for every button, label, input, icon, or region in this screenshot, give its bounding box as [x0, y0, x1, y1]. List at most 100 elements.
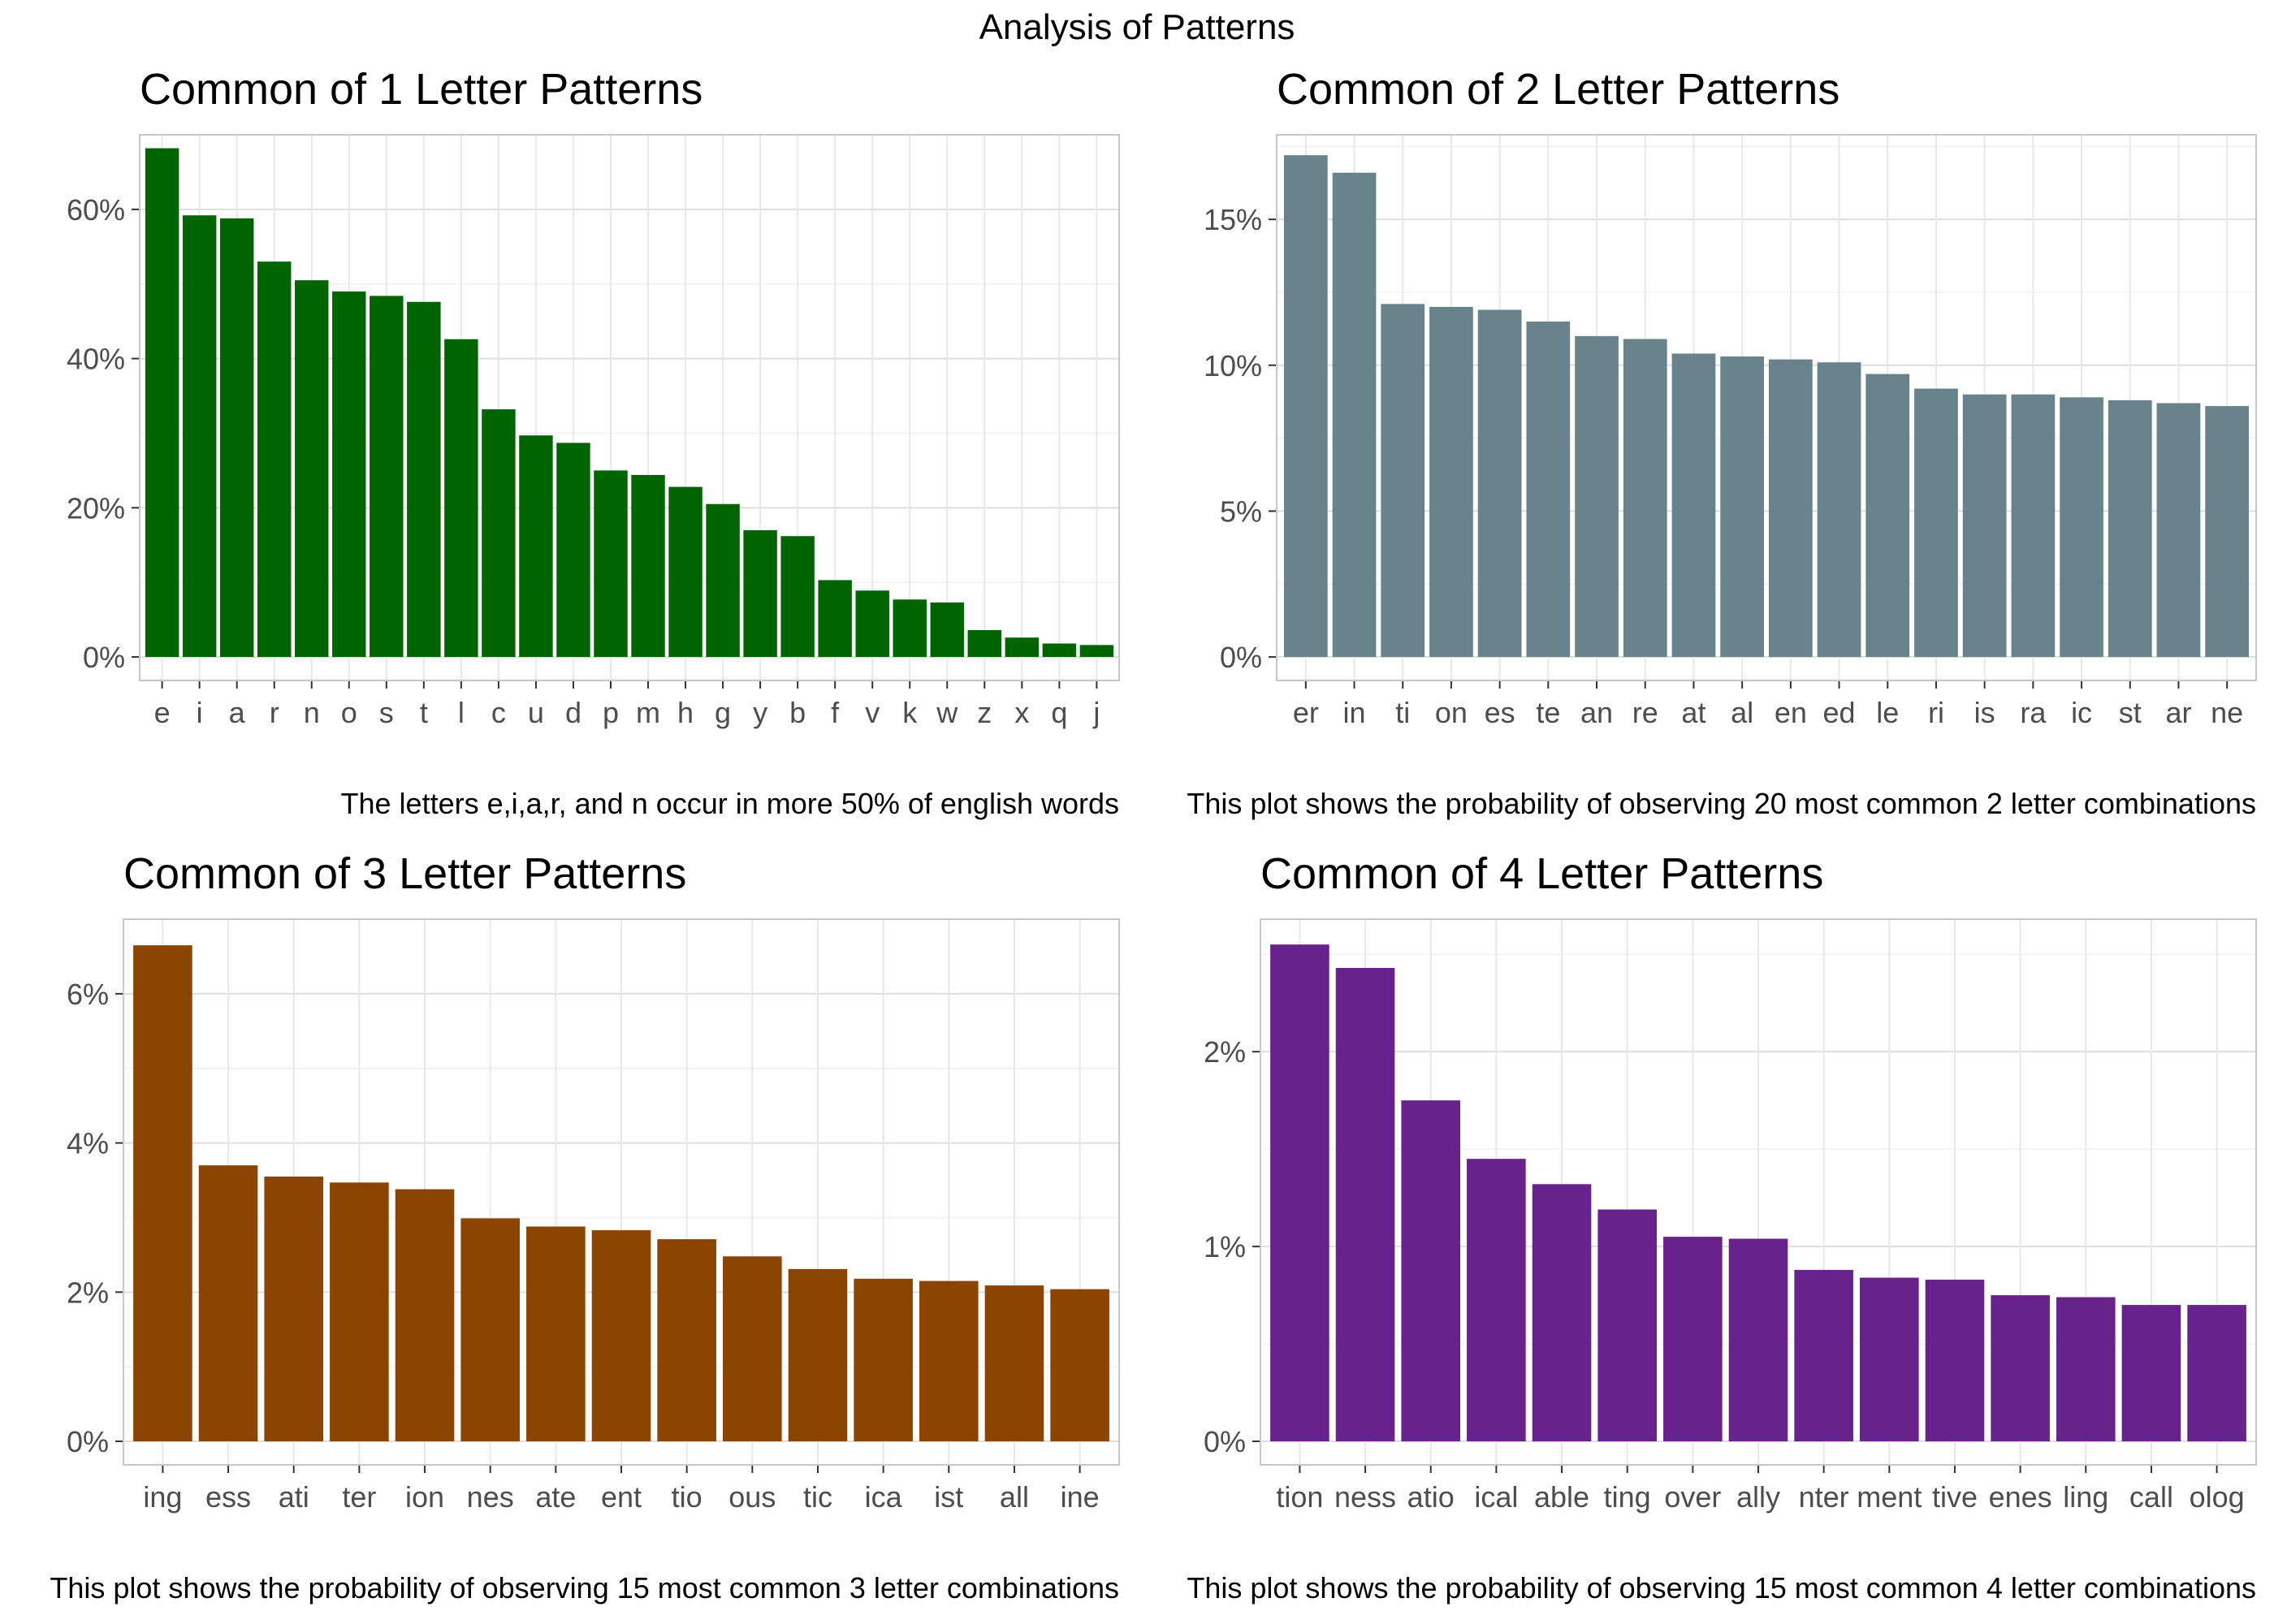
x-tick-label: ri — [1928, 696, 1944, 729]
x-tick-label: ter — [342, 1480, 376, 1514]
bar-tic — [788, 1268, 848, 1442]
bar-re — [1623, 339, 1667, 658]
y-tick-label: 60% — [67, 193, 125, 227]
bar-ting — [1597, 1209, 1657, 1442]
bar-ra — [2011, 394, 2056, 658]
x-tick-label: st — [2119, 696, 2142, 729]
bar-ent — [591, 1230, 651, 1442]
y-tick-label: 0% — [1220, 641, 1262, 674]
x-tick-label: an — [1580, 696, 1613, 729]
bar-ine — [1050, 1289, 1109, 1442]
y-tick-label: 2% — [1204, 1035, 1246, 1069]
x-tick-label: over — [1664, 1480, 1721, 1514]
chart-title: Common of 1 Letter Patterns — [140, 65, 703, 114]
bar-tion — [1270, 944, 1329, 1442]
bar-all — [984, 1285, 1044, 1442]
bar-le — [1865, 374, 1910, 658]
x-tick-label: ting — [1604, 1480, 1651, 1514]
bar-en — [1768, 359, 1813, 658]
bar-p — [594, 470, 628, 658]
x-tick-label: nes — [467, 1480, 514, 1514]
panel-border — [1260, 918, 2257, 1466]
bar-olog — [2187, 1305, 2246, 1442]
bar-m — [631, 474, 665, 658]
x-tick-label: ate — [535, 1480, 576, 1514]
y-tick-label: 2% — [67, 1276, 109, 1309]
bar-f — [818, 580, 852, 658]
bar-c — [482, 409, 516, 658]
bar-able — [1532, 1184, 1592, 1442]
x-tick-label: ra — [2020, 696, 2047, 729]
bar-al — [1720, 356, 1765, 658]
y-tick-label: 0% — [67, 1425, 109, 1458]
bar-ment — [1860, 1277, 1919, 1442]
x-tick-label: ion — [405, 1480, 444, 1514]
x-tick-label: en — [1775, 696, 1807, 729]
figure-title: Analysis of Patterns — [979, 7, 1295, 47]
bar-i — [182, 215, 217, 658]
x-tick-label: b — [789, 696, 806, 729]
bar-ate — [526, 1226, 586, 1442]
x-tick-label: atio — [1407, 1480, 1455, 1514]
x-tick-label: z — [977, 696, 992, 729]
x-tick-label: c — [491, 696, 506, 729]
x-tick-label: t — [420, 696, 428, 729]
x-tick-label: ally — [1736, 1480, 1780, 1514]
bar-d — [556, 443, 590, 658]
bar-ling — [2056, 1297, 2116, 1442]
y-tick-label: 15% — [1204, 203, 1262, 236]
x-tick-label: in — [1343, 696, 1366, 729]
bar-k — [893, 599, 927, 658]
bar-ter — [330, 1182, 389, 1442]
x-tick-label: w — [936, 696, 958, 729]
bar-n — [295, 280, 329, 658]
bar-nes — [460, 1218, 520, 1442]
bar-st — [2108, 400, 2152, 658]
chart-panel-4: Common of 4 Letter Patterns 0% 1% 2% tion nes… — [1187, 849, 2257, 1605]
bar-u — [519, 435, 553, 658]
chart-caption: This plot shows the probability of obser… — [1187, 1571, 2256, 1605]
x-tick-label: all — [1000, 1480, 1029, 1514]
bar-w — [930, 603, 964, 658]
bar-ous — [723, 1256, 782, 1442]
x-tick-label: ti — [1395, 696, 1410, 729]
bar-ally — [1728, 1238, 1788, 1442]
chart-panel-3: Common of 3 Letter Patterns 0% 2% 4% 6% ing es… — [50, 849, 1120, 1605]
bar-r — [257, 261, 292, 658]
x-tick-label: ine — [1061, 1480, 1100, 1514]
x-tick-label: g — [715, 696, 731, 729]
bar-nter — [1794, 1269, 1853, 1442]
bar-l — [444, 339, 478, 658]
bar-ess — [198, 1165, 258, 1442]
bar-te — [1526, 321, 1571, 658]
x-tick-label: ess — [205, 1480, 251, 1514]
x-tick-label: l — [458, 696, 465, 729]
bar-er — [1283, 155, 1328, 658]
x-tick-label: nter — [1799, 1480, 1849, 1514]
bar-x — [1005, 637, 1040, 658]
x-tick-label: ar — [2165, 696, 2191, 729]
bar-ing — [133, 945, 192, 1442]
bar-ar — [2156, 403, 2201, 658]
chart-caption: This plot shows the probability of obser… — [1187, 787, 2256, 820]
bar-ri — [1914, 388, 1958, 658]
x-tick-label: es — [1485, 696, 1515, 729]
x-tick-label: tion — [1276, 1480, 1323, 1514]
y-tick-label: 0% — [1204, 1425, 1246, 1458]
x-tick-label: ati — [279, 1480, 309, 1514]
x-tick-label: s — [379, 696, 394, 729]
x-tick-label: k — [902, 696, 918, 729]
bar-an — [1575, 335, 1619, 658]
x-tick-label: h — [677, 696, 694, 729]
bar-ic — [2060, 397, 2103, 658]
x-tick-label: o — [341, 696, 357, 729]
x-tick-label: r — [270, 696, 279, 729]
x-tick-label: tic — [803, 1480, 832, 1514]
x-tick-label: ent — [601, 1480, 642, 1514]
bar-g — [706, 503, 740, 658]
bar-ti — [1381, 304, 1425, 658]
x-tick-label: olog — [2190, 1480, 2245, 1514]
y-tick-label: 5% — [1220, 495, 1262, 528]
